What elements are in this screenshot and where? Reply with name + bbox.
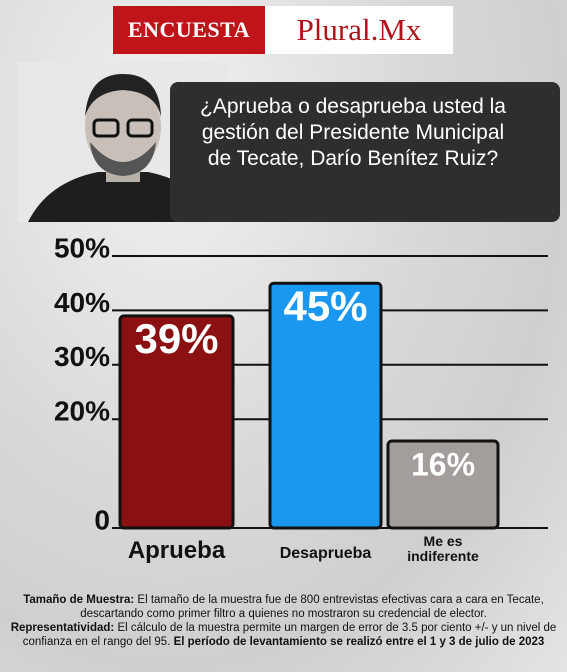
footnote: Tamaño de Muestra: El tamaño de la muest… [10,593,557,649]
x-tick-label: Desaprueba [279,545,372,562]
footnote-text: El tamaño de la muestra fue de 800 entre… [80,594,544,620]
y-tick-label: 40% [54,287,110,318]
value-label: 45% [283,282,367,329]
question: ¿Aprueba o desaprueba usted la gestión d… [170,82,560,222]
footnote-label: Representatividad: [10,622,115,634]
bar [118,314,235,530]
bar [386,439,500,530]
value-label: 16% [411,446,475,482]
y-tick-label: 20% [54,396,110,427]
value-label: 39% [134,315,218,362]
brand-name: Plural.Mx [265,6,453,54]
footnote-label: Tamaño de Muestra: [23,594,135,606]
bar [268,281,383,530]
chart: 0 20% 30% 40% 50% 39% 45% 16% [54,232,548,535]
face [85,81,161,173]
beard [90,142,156,176]
hair [85,74,161,117]
y-tick-label: 50% [54,232,110,263]
y-tick-label: 0 [94,504,110,535]
x-tick-label: Aprueba [127,537,226,564]
footnote-text: El período de levantamiento se realizó e… [173,636,545,648]
x-tick-label: Me es indiferente [407,533,479,564]
footnote-text: El cálculo de la muestra permite un marg… [22,622,557,648]
glasses [92,118,120,138]
brand-tag: ENCUESTA [113,6,265,54]
glasses [126,118,154,138]
y-tick-label: 30% [54,341,110,372]
